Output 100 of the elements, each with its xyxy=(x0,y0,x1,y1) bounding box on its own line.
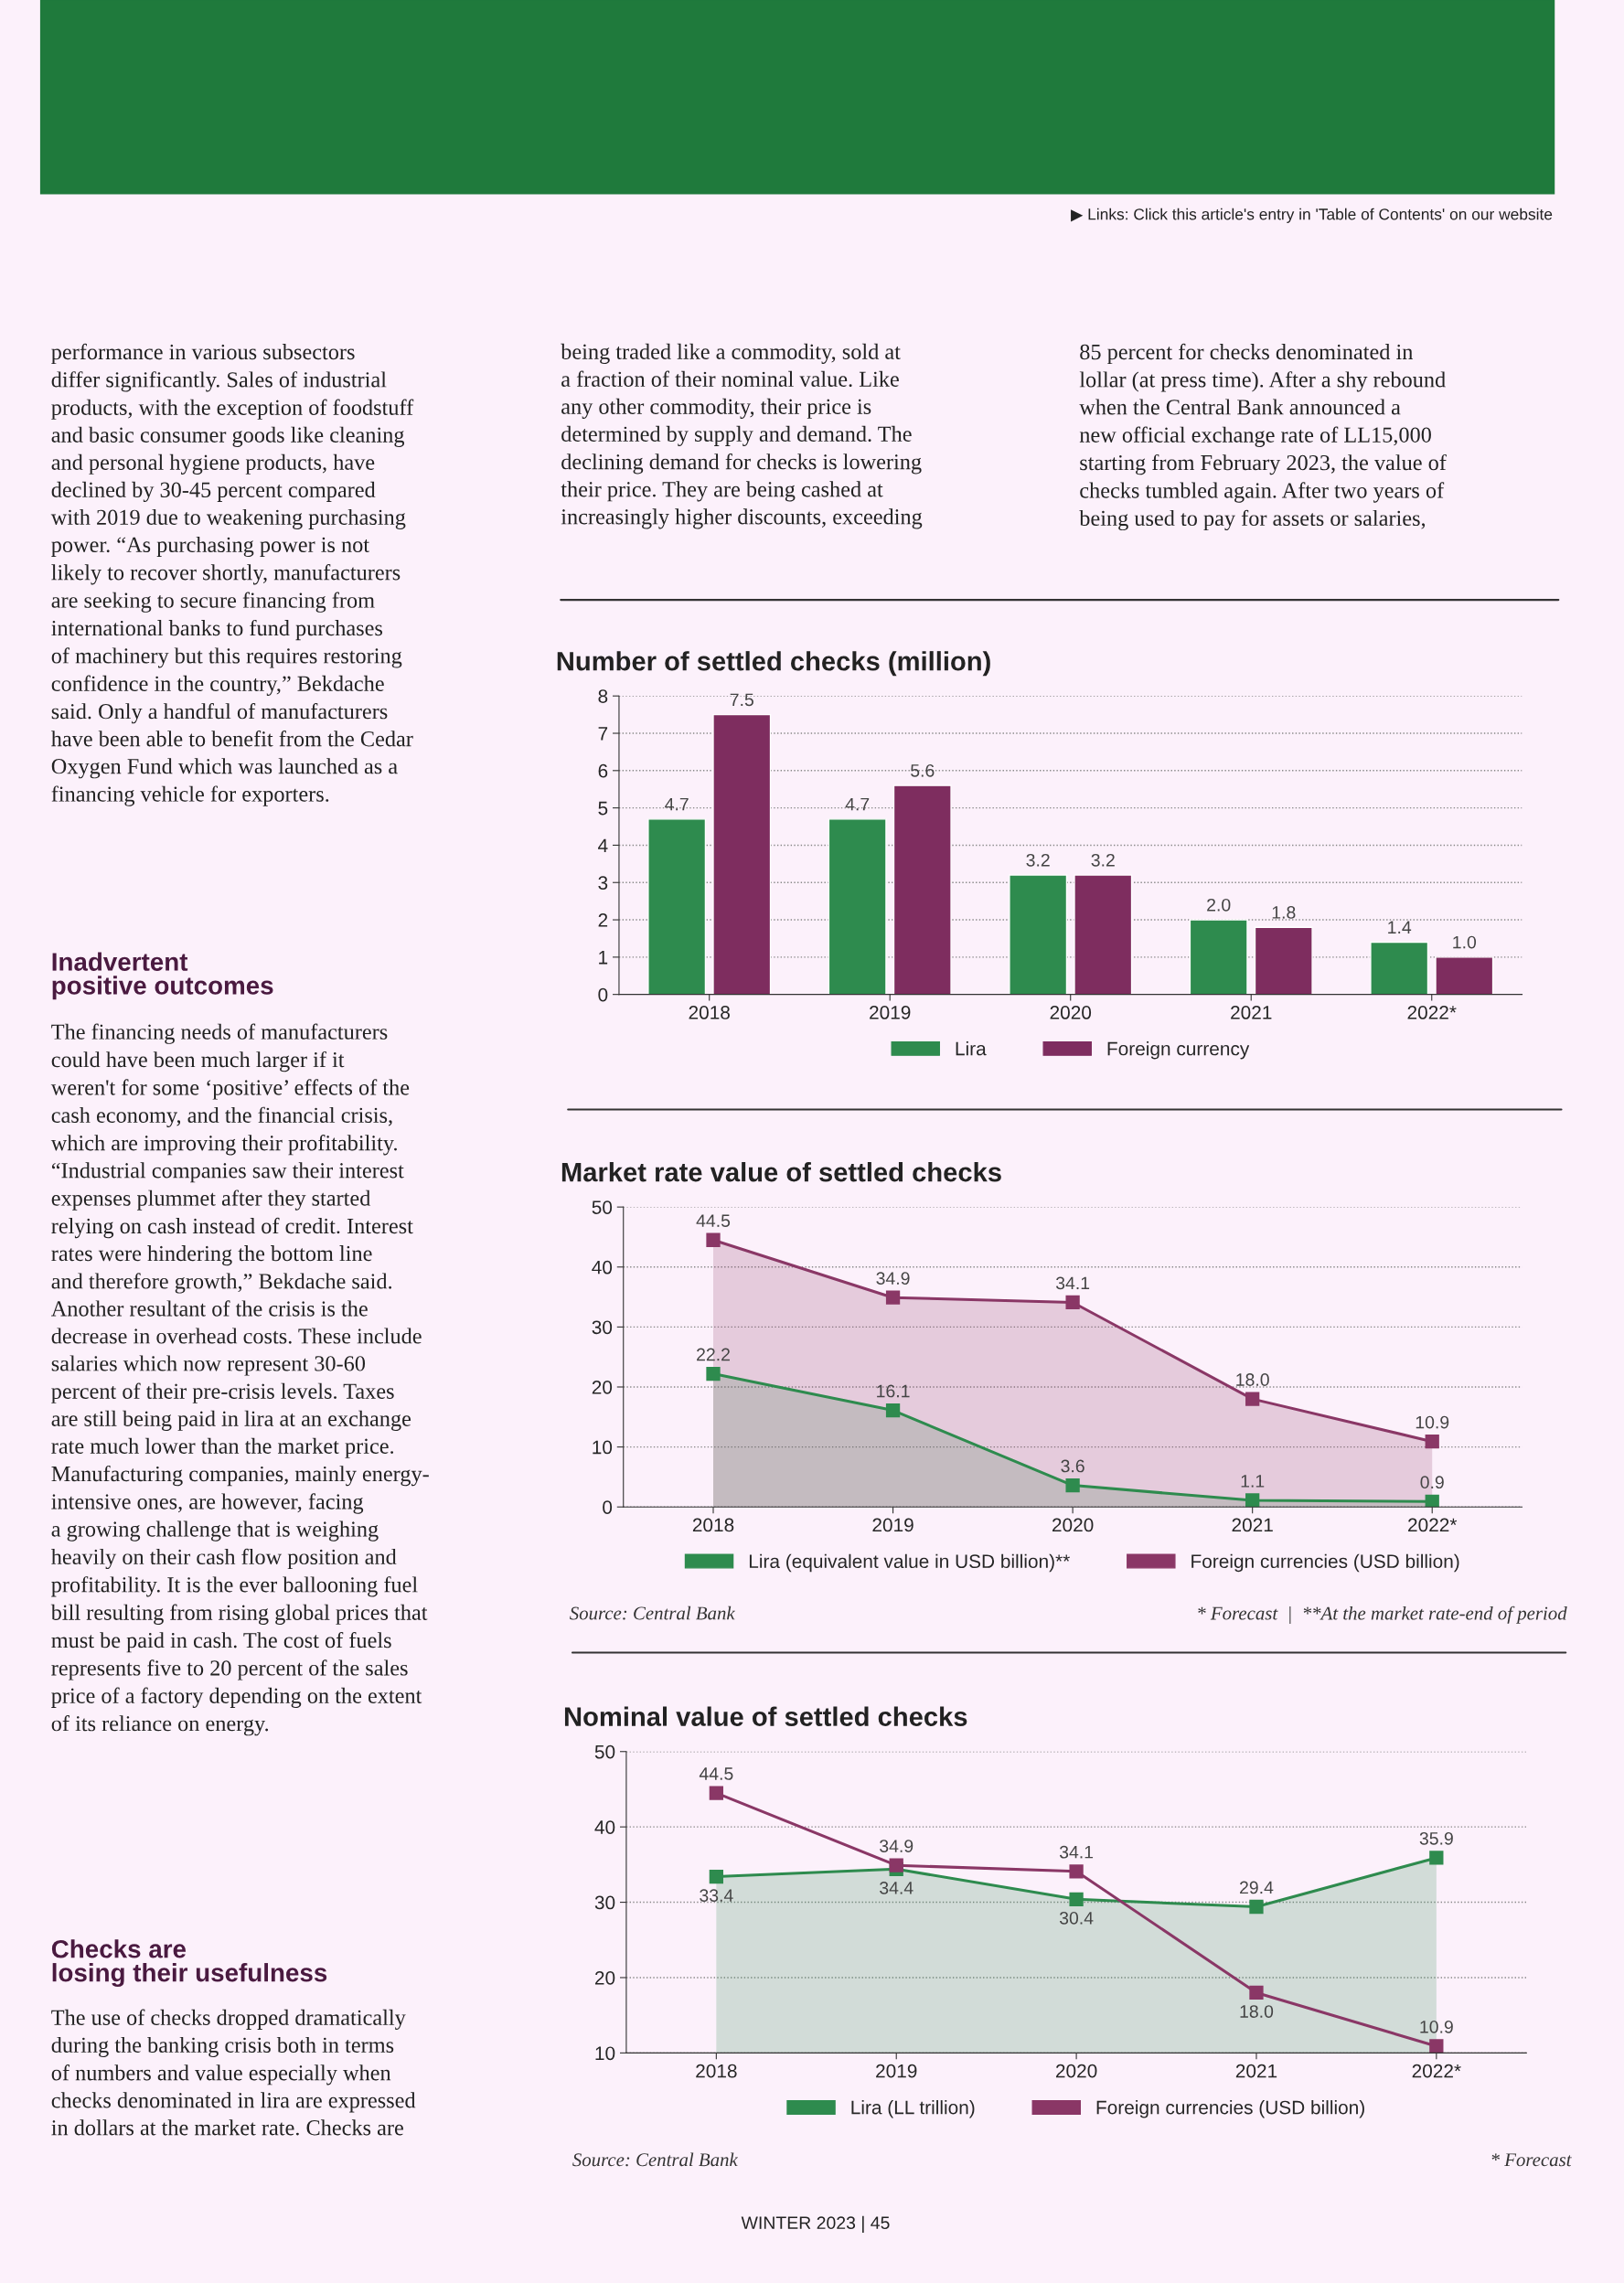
point xyxy=(885,1290,901,1305)
bar xyxy=(1189,919,1248,995)
x-tick-label: 2021 xyxy=(1235,2064,1277,2078)
y-tick-label: 0 xyxy=(603,1500,613,1514)
x-tick-label: 2020 xyxy=(1055,2064,1097,2078)
legend-label: Foreign currencies (USD billion) xyxy=(1191,1553,1459,1573)
x-tick-label: 2019 xyxy=(876,2064,917,2078)
point xyxy=(1069,1892,1084,1906)
y-tick-label: 30 xyxy=(592,1320,613,1335)
data-label: 34.1 xyxy=(1055,1276,1090,1290)
point xyxy=(1065,1295,1080,1310)
x-tick-label: 2022* xyxy=(1408,1518,1458,1532)
data-label: 34.9 xyxy=(880,1840,914,1852)
data-label: 18.0 xyxy=(1240,2005,1274,2018)
data-label: 2.0 xyxy=(1207,898,1231,912)
data-label: 16.1 xyxy=(877,1384,910,1398)
data-label: 1.8 xyxy=(1272,906,1296,919)
data-label: 44.5 xyxy=(696,1214,731,1228)
x-tick-label: 2022* xyxy=(1412,2064,1461,2078)
y-tick-label: 1 xyxy=(599,951,608,965)
text: performance in various subsectors differ significantly. Sales of industrial products, with the exception of foodstuff and basic consumer goods like cleaning and personal hygiene products, have declined by 30-45 percent compared with 2019 due to weakening purchasing power. “As purchasing power is not likely to recover shortly, manufacturers are seeking to secure financing from international banks to fund purchases of machinery but this requires restoring confidence in the country,” Bekdache said. Only a handful of manufacturers have been able to benefit from the Cedar Oxygen Fund which was launched as a financing vehicle for exporters. xyxy=(50,343,414,806)
bar xyxy=(828,818,887,995)
text: * Forecast xyxy=(1491,2153,1572,2167)
source-note: Source: Central Bank xyxy=(572,2152,739,2167)
data-label: 29.4 xyxy=(1240,1881,1274,1894)
data-label: 7.5 xyxy=(730,693,753,707)
x-tick-label: 2020 xyxy=(1050,1006,1092,1019)
legend-label: Lira (equivalent value in USD billion)** xyxy=(749,1553,1070,1573)
bar xyxy=(1074,874,1133,995)
data-label: 4.7 xyxy=(665,797,689,811)
bar xyxy=(712,713,772,995)
x-tick-label: 2018 xyxy=(696,2064,737,2078)
x-tick-label: 2021 xyxy=(1231,1006,1272,1019)
legend-label: Foreign currency xyxy=(1107,1041,1250,1060)
bar xyxy=(1009,874,1068,995)
data-label: 0.9 xyxy=(1420,1476,1444,1489)
x-tick-label: 2021 xyxy=(1232,1518,1273,1532)
bar xyxy=(1435,956,1494,995)
point xyxy=(1425,1435,1439,1449)
point xyxy=(1429,2039,1444,2054)
data-label: 10.9 xyxy=(1420,2020,1453,2033)
y-tick-label: 40 xyxy=(592,1260,613,1275)
x-tick-label: 2018 xyxy=(689,1006,730,1019)
point xyxy=(1429,1851,1444,1865)
point xyxy=(1245,1392,1260,1406)
text: The use of checks dropped dramatically during the banking crisis both in terms of numbers and value especially when checks denominated in lira are expressed in dollars at the market rate. Checks are xyxy=(51,2009,416,2136)
point xyxy=(1425,1494,1439,1508)
data-label: 3.6 xyxy=(1061,1459,1084,1473)
y-tick-label: 40 xyxy=(594,1820,615,1834)
point xyxy=(1245,1493,1260,1508)
data-label: 4.7 xyxy=(845,797,870,811)
y-tick-label: 10 xyxy=(593,1440,613,1455)
chart-title: Number of settled checks (million) xyxy=(557,651,990,677)
point xyxy=(885,1403,901,1418)
y-tick-label: 7 xyxy=(598,727,608,741)
data-label: 1.0 xyxy=(1453,935,1477,949)
bar xyxy=(1254,926,1313,995)
legend-label: Foreign currencies (USD billion) xyxy=(1096,2100,1364,2118)
data-label: 33.4 xyxy=(700,1889,733,1902)
point xyxy=(709,1786,723,1800)
bar xyxy=(892,784,952,995)
y-tick-label: 3 xyxy=(598,876,608,890)
x-tick-label: 2019 xyxy=(870,1006,911,1019)
point xyxy=(1249,1899,1264,1915)
x-tick-label: 2018 xyxy=(692,1518,734,1532)
x-tick-label: 2019 xyxy=(872,1518,914,1532)
data-label: 22.2 xyxy=(697,1348,730,1361)
text: ▶ Links: Click this article's entry in 'Table of Contents' on our website xyxy=(1071,208,1553,223)
chart-title: Market rate value of settled checks xyxy=(561,1162,1001,1182)
data-label: 10.9 xyxy=(1416,1415,1449,1429)
text: WINTER 2023 | 45 xyxy=(741,2215,890,2233)
y-tick-label: 5 xyxy=(598,801,608,816)
bar xyxy=(1370,941,1429,995)
data-label: 35.9 xyxy=(1419,1831,1453,1845)
text: Inadvertent positive outcomes xyxy=(52,952,273,1000)
data-label: 1.4 xyxy=(1388,921,1412,933)
data-label: 34.9 xyxy=(876,1272,910,1286)
data-label: 3.2 xyxy=(1091,853,1115,867)
text: 85 percent for checks denominated in lollar (at press time). After a shy rebound when the Central Bank announced a new official exchange rate of LL15,000 starting from February 2023, the value of checks tumbled again. After two years of being used to pay for assets or salaries, xyxy=(1079,343,1447,531)
data-label: 5.6 xyxy=(911,763,935,777)
text: The financing needs of manufacturers could have been much larger if it weren't for some ‘positive’ effects of the cash economy, and the financial crisis, which are improving their profitability. “Industrial companies saw their interest expenses plummet after they started relying on cash instead of credit. Interest rates were hindering the bottom line and therefore growth,” Bekdache said. Another resultant of the crisis is the decrease in overhead costs. These include salaries which now represent 30-60 percent of their pre-crisis levels. Taxes are still being paid in lira at an exchange rate much lower than the market price. Manufacturing companies, mainly energy- intensive ones, are however, facing a growing challenge that is weighing heavily on their cash flow position and profitability. It is the ever ballooning fuel bill resulting from rising global prices that must be paid in cash. The cost of fuels represents five to 20 percent of the sales price of a factory depending on the extent of its reliance on energy. xyxy=(50,1023,429,1736)
legend-label: Lira (LL trillion) xyxy=(851,2100,975,2118)
data-label: 30.4 xyxy=(1059,1911,1094,1925)
data-label: 18.0 xyxy=(1236,1373,1269,1386)
y-tick-label: 0 xyxy=(598,987,608,1002)
y-tick-label: 30 xyxy=(594,1895,615,1910)
legend-label: Lira xyxy=(956,1041,987,1056)
y-tick-label: 4 xyxy=(598,838,608,852)
point xyxy=(1249,1985,1264,2000)
y-tick-label: 10 xyxy=(595,2046,615,2061)
point xyxy=(1069,1864,1084,1879)
point xyxy=(889,1858,903,1872)
source-note: Source: Central Bank xyxy=(570,1606,735,1620)
text: being traded like a commodity, sold at a fraction of their nominal value. Like any other commodity, their price is determined by supply and demand. The declining demand for checks is lowering their price. They are being cashed at increasingly higher discounts, exceeding xyxy=(561,343,923,529)
bar xyxy=(647,818,707,995)
data-label: 34.1 xyxy=(1059,1845,1094,1859)
point xyxy=(1065,1478,1080,1493)
x-tick-label: 2020 xyxy=(1052,1518,1094,1532)
data-label: 3.2 xyxy=(1026,853,1050,867)
y-tick-label: 6 xyxy=(598,763,608,778)
